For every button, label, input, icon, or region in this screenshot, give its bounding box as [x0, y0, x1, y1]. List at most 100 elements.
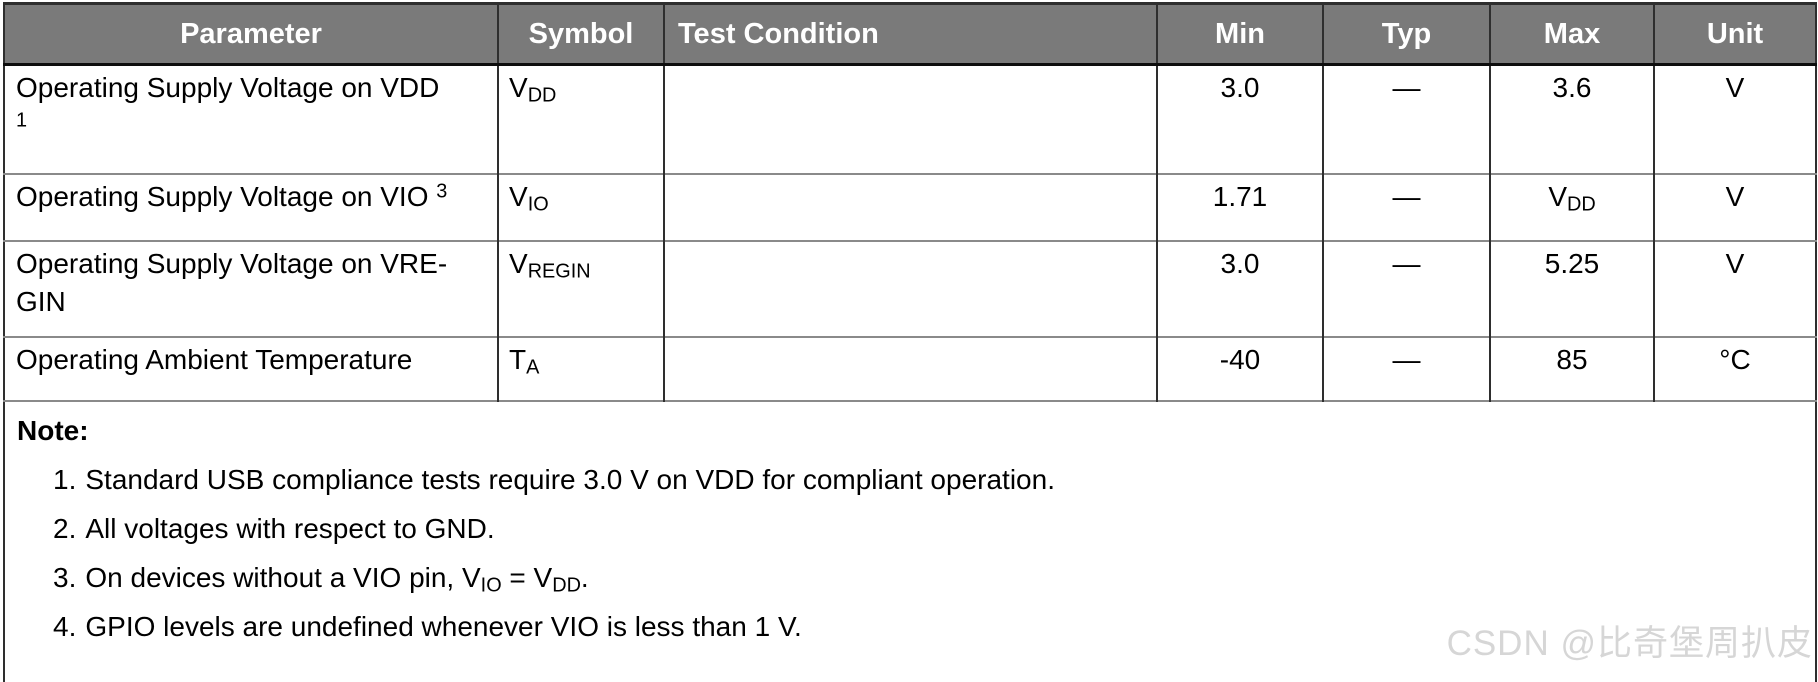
- text-segment: —: [1392, 247, 1421, 279]
- cell-typ: —: [1322, 239, 1490, 337]
- text-segment: Operating Supply Voltage on VRE-: [16, 247, 448, 279]
- table-row: Operating Supply Voltage on VRE- GIN VREGI…: [4, 239, 1816, 337]
- notes-title: Note:: [17, 414, 89, 446]
- text-segment: V: [509, 180, 528, 212]
- parameter-line: Operating Supply Voltage on VDD: [16, 69, 489, 107]
- cell-parameter: Operating Supply Voltage on VDD 1: [4, 63, 498, 174]
- cell-typ: —: [1322, 172, 1490, 241]
- note-number: 2.: [53, 512, 77, 544]
- parameter-line: GIN: [16, 283, 489, 321]
- cell-typ: —: [1322, 335, 1490, 401]
- notes-list: 1. Standard USB compliance tests require …: [17, 463, 1801, 644]
- text-segment: 3.0: [1220, 72, 1260, 103]
- column-header-unit: Unit: [1653, 3, 1816, 66]
- cell-parameter: Operating Supply Voltage on VIO 3: [4, 172, 498, 241]
- table-body: Operating Supply Voltage on VDD 1 VDD 3.0—3…: [4, 63, 1816, 401]
- parameter-line: Operating Ambient Temperature: [16, 341, 489, 379]
- spec-table: Parameter Symbol Test Condition Min Typ Max Un…: [3, 2, 1817, 682]
- cell-min: -40: [1156, 335, 1323, 401]
- cell-min: 3.0: [1156, 239, 1323, 337]
- text-segment: —: [1392, 343, 1421, 375]
- text-segment: V: [509, 247, 528, 279]
- text-segment: On devices without a VIO pin, V: [85, 561, 481, 593]
- note-item: 2. All voltages with respect to GND.: [53, 512, 1801, 546]
- text-segment: —: [1392, 72, 1421, 103]
- subscript: DD: [527, 84, 557, 107]
- text-segment: V: [1725, 72, 1745, 103]
- text-segment: 85: [1556, 343, 1588, 375]
- cell-test-condition: [663, 335, 1157, 401]
- notes-section: Note: 1. Standard USB compliance tests re…: [4, 399, 1816, 682]
- parameter-line: 1: [16, 107, 489, 145]
- cell-unit: °C: [1653, 335, 1816, 401]
- table-row: Operating Supply Voltage on VDD 1 VDD 3.0—3…: [4, 63, 1816, 174]
- text-segment: °C: [1719, 343, 1751, 375]
- cell-symbol: TA: [497, 335, 664, 401]
- table-row: Operating Ambient Temperature TA -40 — 85 °C: [4, 335, 1816, 401]
- cell-test-condition: [663, 172, 1157, 241]
- subscript: DD: [552, 573, 581, 596]
- parameter-line: Operating Supply Voltage on VIO 3: [16, 178, 489, 216]
- text-segment: 3.6: [1552, 72, 1592, 103]
- cell-typ: —: [1322, 63, 1490, 174]
- note-number: 3.: [53, 561, 77, 593]
- cell-test-condition: [663, 63, 1157, 174]
- text-segment: = V: [501, 561, 553, 593]
- subscript: DD: [1567, 192, 1596, 215]
- text-segment: T: [509, 343, 527, 375]
- cell-unit: V: [1653, 239, 1816, 337]
- text-segment: Operating Supply Voltage on VDD: [16, 72, 440, 103]
- parameter-line: Operating Supply Voltage on VRE-: [16, 245, 489, 283]
- text-segment: 5.25: [1544, 247, 1600, 279]
- cell-symbol: VIO: [497, 172, 664, 241]
- cell-max: VDD: [1489, 172, 1654, 241]
- note-item: 4. GPIO levels are undefined whenever VIO…: [53, 610, 1801, 644]
- cell-max: 3.6: [1489, 63, 1654, 174]
- text-segment: V: [1725, 247, 1745, 279]
- note-number: 1.: [53, 463, 77, 495]
- column-header-test-condition: Test Condition: [663, 3, 1157, 66]
- cell-min: 3.0: [1156, 63, 1323, 174]
- table-row: Operating Supply Voltage on VIO 3 VIO 1.71…: [4, 172, 1816, 241]
- subscript: REGIN: [527, 259, 591, 282]
- text-segment: .: [580, 561, 589, 593]
- cell-parameter: Operating Ambient Temperature: [4, 335, 498, 401]
- note-number: 4.: [53, 610, 77, 642]
- note-item: 3. On devices without a VIO pin, VIO = VD…: [53, 561, 1801, 595]
- text-segment: Operating Ambient Temperature: [16, 343, 413, 375]
- table-header: Parameter Symbol Test Condition Min Typ Max Un…: [4, 3, 1816, 66]
- cell-symbol: VREGIN: [497, 239, 664, 337]
- column-header-typ: Typ: [1322, 3, 1490, 66]
- text-segment: V: [509, 72, 528, 103]
- notes-cell: Note: 1. Standard USB compliance tests re…: [4, 399, 1816, 682]
- cell-max: 5.25: [1489, 239, 1654, 337]
- superscript-note-ref: 1: [16, 109, 28, 132]
- column-header-min: Min: [1156, 3, 1323, 66]
- column-header-parameter: Parameter: [4, 3, 498, 66]
- cell-min: 1.71: [1156, 172, 1323, 241]
- text-segment: V: [1548, 180, 1567, 212]
- text-segment: —: [1392, 180, 1421, 212]
- text-segment: GPIO levels are undefined whenever VIO i…: [85, 610, 802, 642]
- text-segment: Operating Supply Voltage on VIO: [16, 180, 437, 212]
- text-segment: -40: [1219, 343, 1261, 375]
- cell-max: 85: [1489, 335, 1654, 401]
- text-segment: V: [1725, 180, 1745, 212]
- text-segment: Standard USB compliance tests require 3.…: [85, 463, 1055, 495]
- text-segment: All voltages with respect to GND.: [85, 512, 495, 544]
- notes-row: Note: 1. Standard USB compliance tests re…: [4, 399, 1816, 682]
- cell-test-condition: [663, 239, 1157, 337]
- cell-parameter: Operating Supply Voltage on VRE- GIN: [4, 239, 498, 337]
- cell-symbol: VDD: [497, 63, 664, 174]
- text-segment: 3.0: [1220, 247, 1260, 279]
- superscript-note-ref: 3: [436, 180, 448, 203]
- column-header-max: Max: [1489, 3, 1654, 66]
- subscript: IO: [480, 573, 502, 596]
- text-segment: 1.71: [1212, 180, 1268, 212]
- note-item: 1. Standard USB compliance tests require …: [53, 463, 1801, 497]
- column-header-symbol: Symbol: [497, 3, 664, 66]
- subscript: IO: [527, 192, 549, 215]
- cell-unit: V: [1653, 172, 1816, 241]
- text-segment: GIN: [16, 285, 66, 317]
